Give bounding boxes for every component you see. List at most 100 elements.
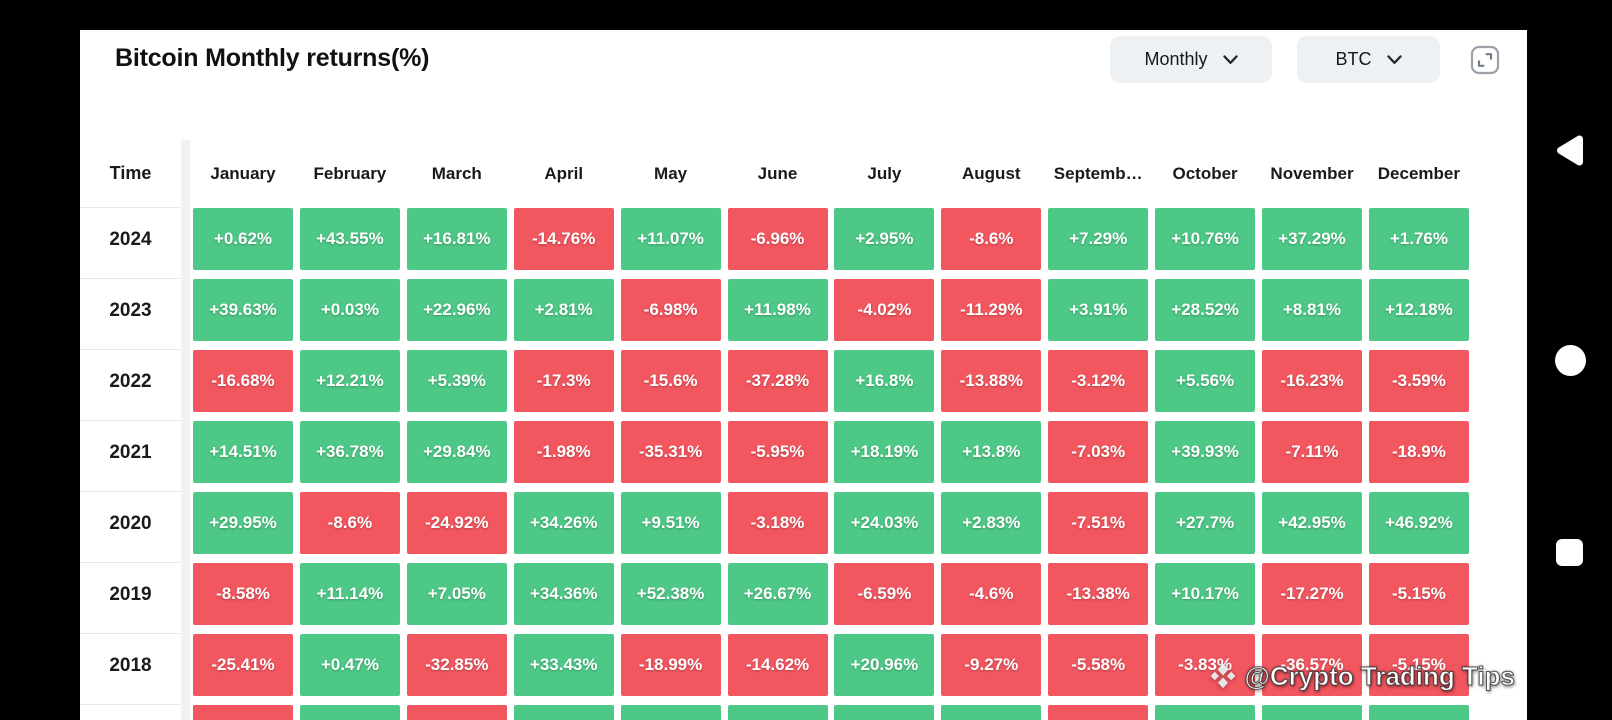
return-cell[interactable] [1262,705,1362,720]
return-cell[interactable]: -16.68% [193,350,293,412]
return-cell[interactable]: -4.6% [941,563,1042,625]
return-cell[interactable]: +5.56% [1155,350,1256,412]
return-cell[interactable]: -13.38% [1048,563,1149,625]
return-cell[interactable]: -1.98% [513,421,614,483]
return-cell[interactable]: +12.18% [1368,279,1469,341]
return-cell[interactable]: +10.17% [1155,563,1256,625]
return-cell[interactable]: +3.91% [1048,279,1149,341]
nav-home-button[interactable] [1555,345,1586,376]
return-cell[interactable]: +22.96% [406,279,507,341]
return-cell[interactable]: -3.12% [1048,350,1149,412]
return-cell[interactable]: +36.78% [299,421,400,483]
return-cell[interactable]: +34.26% [513,492,614,554]
nav-recents-button[interactable] [1556,539,1583,566]
period-select[interactable]: Monthly [1110,36,1272,83]
return-cell[interactable]: -13.88% [941,350,1042,412]
return-cell[interactable] [1048,705,1149,720]
return-cell[interactable]: -5.15% [1368,563,1469,625]
return-cell[interactable] [620,705,721,720]
return-cell[interactable]: +37.29% [1262,208,1362,270]
return-cell[interactable]: +10.76% [1155,208,1256,270]
return-cell[interactable] [406,705,507,720]
return-cell[interactable]: -14.76% [513,208,614,270]
return-cell[interactable]: -5.95% [727,421,828,483]
return-cell[interactable]: -4.02% [834,279,935,341]
fullscreen-button[interactable] [1470,45,1500,75]
return-cell[interactable]: -35.31% [620,421,721,483]
return-cell[interactable] [299,705,400,720]
return-cell[interactable]: -8.6% [941,208,1042,270]
return-cell[interactable]: +52.38% [620,563,721,625]
return-cell[interactable]: -6.96% [727,208,828,270]
return-cell[interactable]: -14.62% [727,634,828,696]
return-cell[interactable] [193,705,293,720]
return-cell[interactable]: -3.59% [1368,350,1469,412]
return-cell[interactable]: +7.05% [406,563,507,625]
asset-select[interactable]: BTC [1297,36,1440,83]
return-cell[interactable]: +13.8% [941,421,1042,483]
return-cell[interactable]: +2.81% [513,279,614,341]
return-cell[interactable]: +46.92% [1368,492,1469,554]
return-cell[interactable]: +39.63% [193,279,293,341]
return-cell[interactable]: -7.51% [1048,492,1149,554]
return-cell[interactable]: +34.36% [513,563,614,625]
return-cell[interactable]: +26.67% [727,563,828,625]
return-cell[interactable] [513,705,614,720]
return-cell[interactable]: +27.7% [1155,492,1256,554]
return-cell[interactable]: -7.03% [1048,421,1149,483]
return-cell[interactable]: +2.83% [941,492,1042,554]
return-cell[interactable]: +18.19% [834,421,935,483]
return-cell[interactable]: +5.39% [406,350,507,412]
return-cell[interactable]: -24.92% [406,492,507,554]
return-cell[interactable]: -5.15% [1368,634,1469,696]
return-cell[interactable]: -25.41% [193,634,293,696]
return-cell[interactable]: +12.21% [299,350,400,412]
return-cell[interactable]: +29.84% [406,421,507,483]
return-cell[interactable]: -18.99% [620,634,721,696]
return-cell[interactable]: +24.03% [834,492,935,554]
return-cell[interactable]: +33.43% [513,634,614,696]
return-cell[interactable]: +28.52% [1155,279,1256,341]
return-cell[interactable]: -5.58% [1048,634,1149,696]
return-cell[interactable]: +0.62% [193,208,293,270]
return-cell[interactable]: +11.07% [620,208,721,270]
return-cell[interactable]: -3.18% [727,492,828,554]
return-cell[interactable]: -6.98% [620,279,721,341]
return-cell[interactable]: -8.58% [193,563,293,625]
return-cell[interactable]: +0.03% [299,279,400,341]
return-cell[interactable]: -15.6% [620,350,721,412]
return-cell[interactable]: +11.14% [299,563,400,625]
return-cell[interactable]: +11.98% [727,279,828,341]
return-cell[interactable]: +2.95% [834,208,935,270]
return-cell[interactable]: +16.81% [406,208,507,270]
return-cell[interactable]: -9.27% [941,634,1042,696]
nav-back-button[interactable] [1553,133,1586,168]
return-cell[interactable]: -11.29% [941,279,1042,341]
return-cell[interactable]: -36.57% [1262,634,1362,696]
return-cell[interactable]: +8.81% [1262,279,1362,341]
return-cell[interactable]: +42.95% [1262,492,1362,554]
return-cell[interactable]: +9.51% [620,492,721,554]
return-cell[interactable]: -18.9% [1368,421,1469,483]
return-cell[interactable] [1155,705,1256,720]
return-cell[interactable]: +39.93% [1155,421,1256,483]
return-cell[interactable]: -3.83% [1155,634,1256,696]
return-cell[interactable]: -37.28% [727,350,828,412]
return-cell[interactable]: +1.76% [1368,208,1469,270]
return-cell[interactable]: +43.55% [299,208,400,270]
return-cell[interactable]: -17.3% [513,350,614,412]
return-cell[interactable]: +16.8% [834,350,935,412]
return-cell[interactable]: -16.23% [1262,350,1362,412]
return-cell[interactable]: +14.51% [193,421,293,483]
return-cell[interactable]: -8.6% [299,492,400,554]
return-cell[interactable]: -7.11% [1262,421,1362,483]
return-cell[interactable] [1368,705,1469,720]
return-cell[interactable] [941,705,1042,720]
return-cell[interactable] [834,705,935,720]
return-cell[interactable]: -6.59% [834,563,935,625]
return-cell[interactable]: -17.27% [1262,563,1362,625]
return-cell[interactable]: +29.95% [193,492,293,554]
return-cell[interactable] [727,705,828,720]
return-cell[interactable]: +0.47% [299,634,400,696]
return-cell[interactable]: +7.29% [1048,208,1149,270]
